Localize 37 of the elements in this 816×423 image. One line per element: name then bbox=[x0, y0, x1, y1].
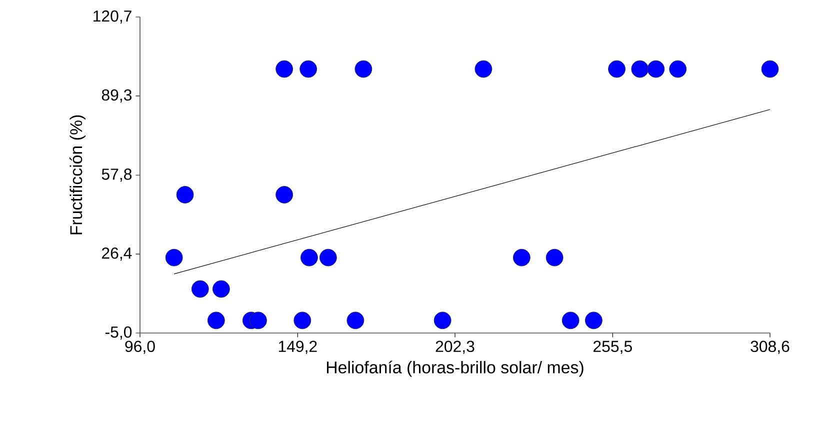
y-tick-label: 57,8 bbox=[102, 168, 132, 182]
point bbox=[584, 312, 602, 330]
point bbox=[631, 60, 649, 78]
x-tick-label: 96,0 bbox=[125, 340, 155, 354]
point bbox=[300, 248, 318, 266]
x-tick-label: 149,2 bbox=[278, 340, 317, 354]
point bbox=[319, 248, 337, 266]
point bbox=[276, 186, 294, 204]
point bbox=[294, 312, 312, 330]
point bbox=[250, 312, 267, 330]
point bbox=[434, 312, 452, 330]
point bbox=[165, 248, 183, 266]
x-axis-title: Heliofanía (horas-brillo solar/ mes) bbox=[326, 360, 584, 377]
y-tick-label: 120,7 bbox=[94, 10, 132, 24]
point bbox=[669, 60, 687, 78]
point bbox=[647, 60, 665, 78]
point bbox=[354, 60, 372, 78]
point bbox=[562, 312, 580, 330]
point bbox=[512, 248, 530, 266]
point bbox=[761, 60, 779, 78]
point bbox=[176, 186, 194, 204]
x-tick-label: 202,3 bbox=[436, 340, 474, 354]
x-tick-label: 308,6 bbox=[750, 340, 790, 354]
point bbox=[300, 60, 318, 78]
point bbox=[474, 60, 492, 78]
point bbox=[191, 280, 209, 298]
point bbox=[212, 280, 230, 298]
y-tick-label: 26,4 bbox=[102, 247, 132, 261]
y-axis-title: Fructificción (%) bbox=[70, 115, 86, 234]
y-tick-label: 89,3 bbox=[102, 89, 132, 103]
point bbox=[546, 248, 564, 266]
point bbox=[346, 312, 364, 330]
point bbox=[276, 60, 294, 78]
point bbox=[608, 60, 626, 78]
y-tick-label: -5,0 bbox=[105, 326, 132, 340]
x-tick-label: 255,5 bbox=[594, 340, 632, 354]
point bbox=[207, 312, 225, 330]
